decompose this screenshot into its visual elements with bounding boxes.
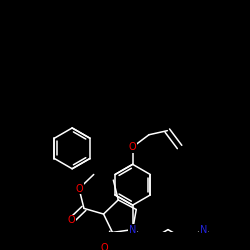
Text: O: O xyxy=(100,243,108,250)
Text: N: N xyxy=(129,224,136,234)
Text: O: O xyxy=(68,216,75,226)
Text: O: O xyxy=(129,142,136,152)
Text: O: O xyxy=(75,184,83,194)
Text: N: N xyxy=(200,224,207,234)
